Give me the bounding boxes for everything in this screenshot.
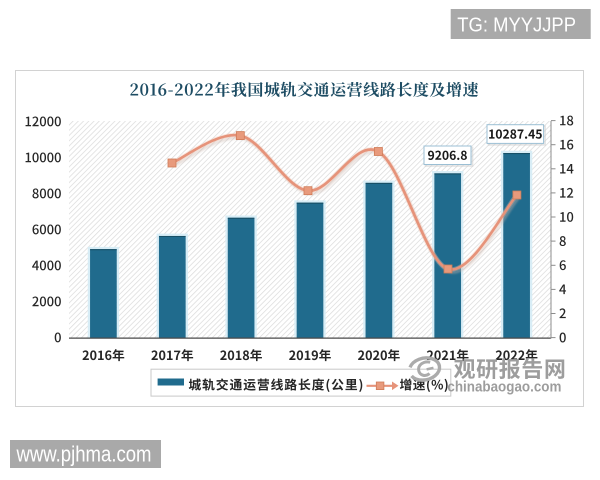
svg-text:TG: MYYJJPP: TG: MYYJJPP — [457, 15, 576, 37]
svg-text:chinabaogao.com: chinabaogao.com — [447, 378, 561, 395]
svg-text:www.pjhma.com: www.pjhma.com — [16, 442, 152, 467]
